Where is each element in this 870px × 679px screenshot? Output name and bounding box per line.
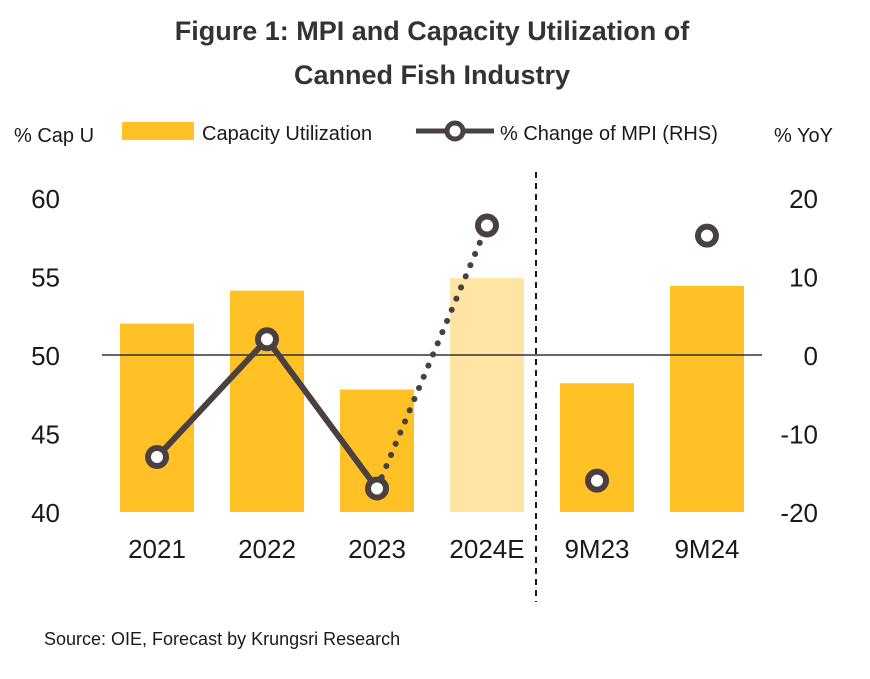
right-tick-10: 10	[789, 263, 818, 293]
right-axis-label: % YoY	[774, 125, 833, 147]
mpi-marker-9M24	[698, 227, 716, 245]
legend-label-capacity-utilization: Capacity Utilization	[202, 123, 372, 145]
left-axis-ticks: 60 55 50 45 40	[31, 184, 60, 528]
mpi-marker-2024E	[478, 216, 496, 234]
x-label-2021: 2021	[128, 534, 186, 564]
legend-label-mpi: % Change of MPI (RHS)	[500, 123, 718, 145]
left-tick-60: 60	[31, 184, 60, 214]
x-label-9M23: 9M23	[564, 534, 629, 564]
left-tick-55: 55	[31, 263, 60, 293]
x-label-9M24: 9M24	[674, 534, 739, 564]
x-axis-labels: 2021 2022 2023 2024E 9M23 9M24	[128, 534, 739, 564]
legend: Capacity Utilization % Change of MPI (RH…	[122, 122, 718, 145]
bar-2021	[120, 324, 194, 512]
legend-marker-mpi	[447, 123, 463, 139]
right-axis-ticks: 20 10 0 -10 -20	[780, 184, 818, 528]
bar-2022	[230, 291, 304, 512]
right-tick--20: -20	[780, 498, 818, 528]
x-label-2022: 2022	[238, 534, 296, 564]
chart-title: Figure 1: MPI and Capacity Utilization o…	[175, 16, 691, 46]
x-label-2024E: 2024E	[449, 534, 524, 564]
bar-2024E	[450, 278, 524, 512]
bar-9M24	[670, 286, 744, 512]
left-tick-50: 50	[31, 341, 60, 371]
mpi-line	[157, 225, 487, 488]
mpi-marker-9M23	[588, 472, 606, 490]
chart-title-line-2: Canned Fish Industry	[294, 60, 570, 90]
bar-9M23	[560, 383, 634, 512]
mpi-marker-2021	[148, 448, 166, 466]
right-tick--10: -10	[780, 420, 818, 450]
mpi-marker-2022	[258, 330, 276, 348]
mpi-marker-2023	[368, 479, 386, 497]
source-note: Source: OIE, Forecast by Krungsri Resear…	[44, 629, 400, 649]
left-tick-40: 40	[31, 498, 60, 528]
left-tick-45: 45	[31, 420, 60, 450]
chart: Figure 1: MPI and Capacity Utilization o…	[0, 0, 870, 679]
x-label-2023: 2023	[348, 534, 406, 564]
left-axis-label: % Cap U	[14, 125, 94, 147]
legend-swatch-capacity-utilization	[122, 122, 194, 140]
right-tick-20: 20	[789, 184, 818, 214]
right-tick-0: 0	[804, 341, 818, 371]
